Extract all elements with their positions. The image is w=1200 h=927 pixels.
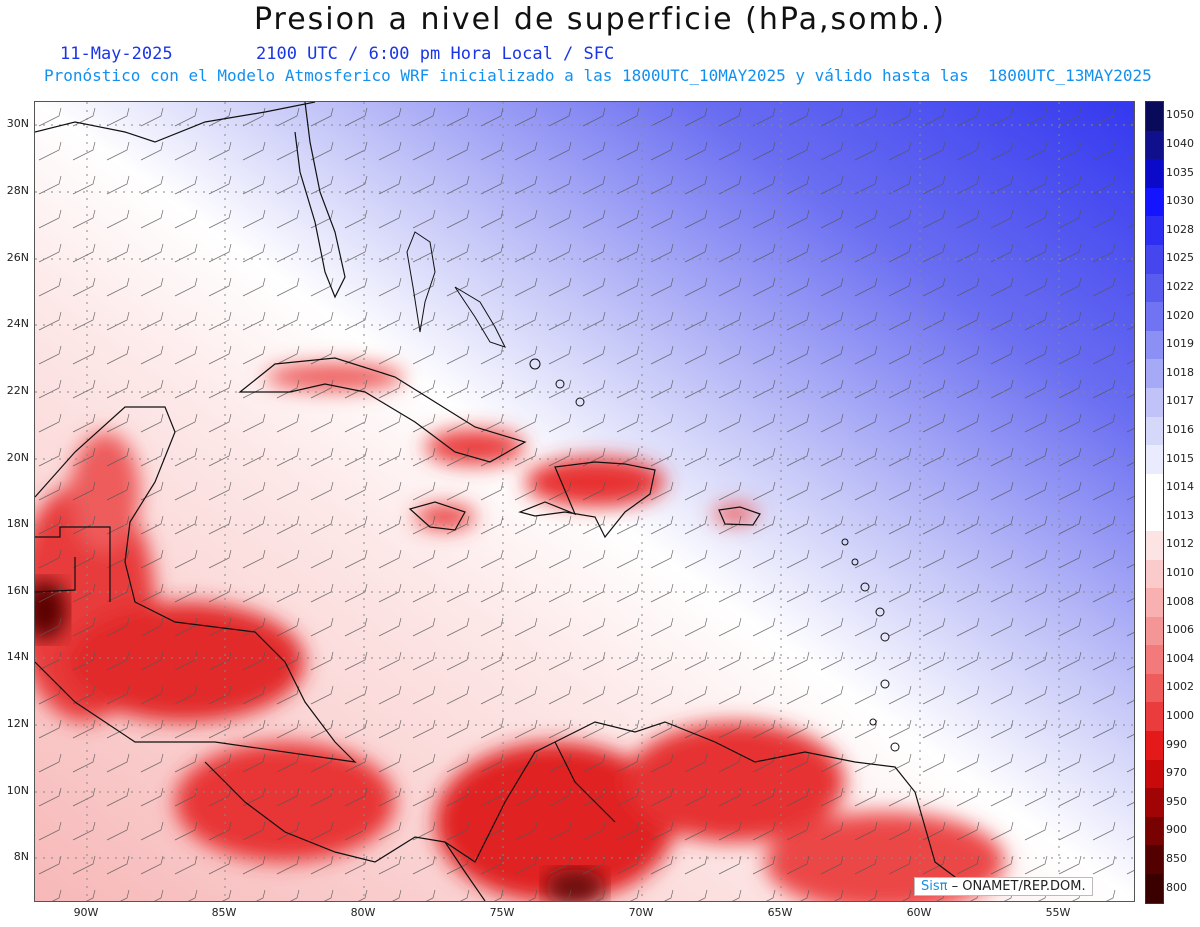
lat-label: 8N (13, 850, 29, 863)
lat-label: 18N (6, 517, 29, 530)
colorbar-label: 1013 (1166, 508, 1194, 522)
colorbar-label: 1016 (1166, 422, 1194, 436)
lat-label: 30N (6, 117, 29, 130)
colorbar-segment (1146, 845, 1163, 875)
lat-label: 22N (6, 384, 29, 397)
lat-label: 12N (6, 717, 29, 730)
colorbar-segment (1146, 187, 1163, 217)
colorbar-label: 1018 (1166, 365, 1194, 379)
colorbar-segment (1146, 302, 1163, 331)
colorbar-label: 1019 (1166, 337, 1194, 351)
colorbar-label: 990 (1166, 737, 1187, 751)
lat-label: 20N (6, 451, 29, 464)
colorbar-label: 1008 (1166, 594, 1194, 608)
lon-label: 80W (350, 906, 376, 919)
colorbar-segment (1146, 273, 1163, 303)
colorbar-segment (1146, 130, 1163, 160)
colorbar-label: 1022 (1166, 279, 1194, 293)
colorbar-segment (1146, 359, 1163, 388)
colorbar-label: 1020 (1166, 308, 1194, 322)
pressure-map (34, 101, 1135, 902)
colorbar-segment (1146, 616, 1163, 646)
colorbar-label: 950 (1166, 794, 1187, 808)
colorbar-label: 900 (1166, 823, 1187, 837)
org-text: – ONAMET/REP.DOM. (947, 879, 1086, 894)
lon-label: 55W (1045, 906, 1071, 919)
map-title: Presion a nivel de superficie (hPa,somb.… (253, 2, 947, 37)
colorbar-segment (1146, 330, 1163, 360)
colorbar-segment (1146, 216, 1163, 245)
colorbar-label: 1014 (1166, 480, 1194, 494)
colorbar-label: 1004 (1166, 651, 1194, 665)
colorbar-label: 1010 (1166, 566, 1194, 580)
colorbar-segment (1146, 673, 1163, 703)
lon-label: 70W (628, 906, 654, 919)
colorbar-label: 1000 (1166, 709, 1194, 723)
lat-label: 28N (6, 184, 29, 197)
colorbar-segment (1146, 759, 1163, 789)
lon-label: 90W (73, 906, 99, 919)
colorbar-label: 1006 (1166, 623, 1194, 637)
map-canvas (35, 102, 1134, 901)
colorbar-segment (1146, 874, 1163, 903)
colorbar-segment (1146, 645, 1163, 674)
colorbar-segment (1146, 588, 1163, 617)
branding-logo: Sisπ – ONAMET/REP.DOM. (914, 877, 1093, 896)
colorbar-label: 850 (1166, 852, 1187, 866)
colorbar-segment (1146, 102, 1163, 131)
colorbar-segment (1146, 473, 1163, 503)
colorbar-segment (1146, 731, 1163, 760)
colorbar-segment (1146, 816, 1163, 846)
colorbar-label: 1030 (1166, 194, 1194, 208)
colorbar-label: 1050 (1166, 108, 1194, 122)
lon-label: 85W (211, 906, 237, 919)
lat-label: 24N (6, 317, 29, 330)
colorbar-segment (1146, 702, 1163, 732)
colorbar-label: 1002 (1166, 680, 1194, 694)
lat-label: 16N (6, 584, 29, 597)
colorbar-label: 1040 (1166, 136, 1194, 150)
colorbar-label: 800 (1166, 880, 1187, 894)
colorbar-segment (1146, 159, 1163, 188)
colorbar-label: 1015 (1166, 451, 1194, 465)
colorbar-segment (1146, 244, 1163, 274)
valid-date: 11-May-2025 (60, 44, 173, 64)
lat-label: 14N (6, 650, 29, 663)
colorbar-segment (1146, 416, 1163, 446)
colorbar-label: 1025 (1166, 251, 1194, 265)
lat-label: 10N (6, 784, 29, 797)
colorbar-label: 1035 (1166, 165, 1194, 179)
lon-label: 75W (489, 906, 515, 919)
colorbar-segment (1146, 559, 1163, 589)
pressure-colorbar (1145, 101, 1164, 904)
colorbar-label: 1028 (1166, 222, 1194, 236)
colorbar-label: 970 (1166, 766, 1187, 780)
colorbar-segment (1146, 530, 1163, 560)
colorbar-segment (1146, 445, 1163, 474)
colorbar-label: 1012 (1166, 537, 1194, 551)
colorbar-segment (1146, 788, 1163, 817)
valid-time: 2100 UTC / 6:00 pm Hora Local / SFC (256, 44, 615, 64)
lon-label: 65W (767, 906, 793, 919)
sis-logo-text: Sisπ (921, 879, 948, 894)
forecast-subtitle: Pronóstico con el Modelo Atmosferico WRF… (44, 66, 1152, 85)
colorbar-label: 1017 (1166, 394, 1194, 408)
lon-label: 60W (906, 906, 932, 919)
colorbar-segment (1146, 502, 1163, 531)
colorbar-segment (1146, 387, 1163, 417)
lat-label: 26N (6, 251, 29, 264)
